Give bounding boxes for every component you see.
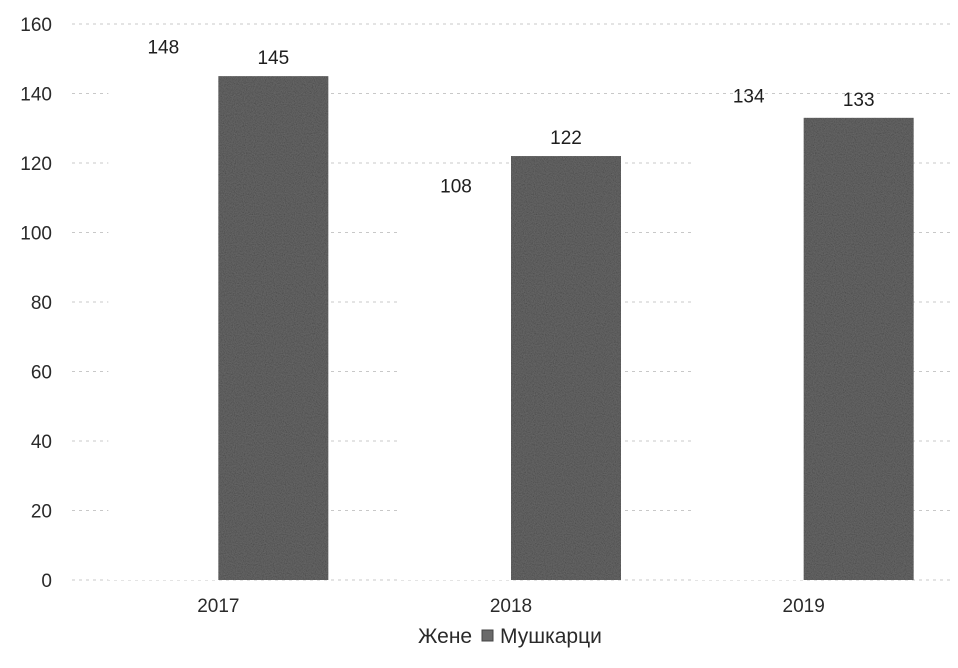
bars: [108, 65, 914, 581]
bar-women-2019: [693, 114, 804, 580]
y-tick-label: 20: [31, 502, 52, 523]
legend-label: Жене: [418, 625, 472, 648]
y-tick-label: 160: [20, 15, 52, 36]
y-axis-ticks: 0 20 40 60 80 100 120 140 160: [20, 15, 52, 592]
data-label: 148: [147, 38, 179, 59]
y-tick-label: 40: [31, 432, 52, 453]
data-label: 108: [440, 177, 472, 198]
data-label: 122: [550, 128, 582, 149]
data-label: 134: [733, 86, 765, 107]
legend-swatch: [481, 629, 494, 642]
y-tick-label: 60: [31, 363, 52, 384]
legend-label: Мушкарци: [500, 625, 602, 648]
data-label: 133: [843, 90, 875, 111]
y-tick-label: 100: [20, 224, 52, 245]
bar-women-2017: [108, 65, 219, 580]
data-label: 145: [257, 48, 289, 69]
legend-swatch: [400, 630, 411, 641]
bar-women-2018: [401, 204, 511, 580]
y-tick-label: 140: [20, 85, 52, 106]
y-tick-label: 0: [41, 571, 52, 592]
bar-men-2019: [803, 117, 914, 580]
y-tick-label: 80: [31, 293, 52, 314]
x-tick-label: 2018: [490, 596, 532, 617]
x-axis-ticks: 2017 2018 2019: [197, 596, 825, 617]
x-tick-label: 2019: [783, 596, 825, 617]
legend: Жене Мушкарци: [400, 625, 602, 648]
bar-men-2017: [218, 76, 329, 580]
y-tick-label: 120: [20, 154, 52, 175]
x-tick-label: 2017: [197, 596, 239, 617]
bar-men-2018: [511, 156, 621, 581]
data-labels: 148 145 108 122 134 133: [147, 38, 874, 198]
